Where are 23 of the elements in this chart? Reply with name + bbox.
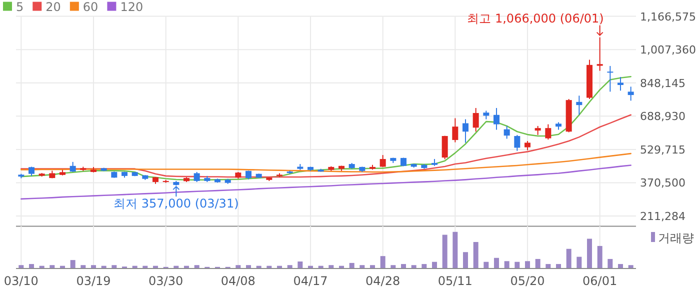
x-tick-label: 05/11	[438, 274, 472, 288]
y-tick-label: 1,166,575	[640, 10, 696, 24]
y-tick-label: 529,715	[640, 143, 686, 156]
legend-label: 20	[46, 0, 61, 14]
x-tick-label: 04/17	[293, 274, 328, 288]
y-tick-label: 370,500	[640, 176, 686, 190]
annotation: 최저 357,000 (03/31)	[114, 196, 239, 211]
x-tick-label: 04/28	[366, 274, 400, 288]
legend-label: 60	[82, 0, 98, 14]
annotation: 최고 1,066,000 (06/01)	[467, 11, 604, 26]
x-tick-label: 03/19	[76, 274, 111, 288]
x-tick-label: 05/20	[510, 274, 545, 288]
x-tick-label: 04/08	[220, 274, 256, 288]
y-tick-label: 1,007,360	[640, 44, 696, 57]
x-tick-label: 06/01	[582, 274, 618, 288]
y-tick-label: 211,284	[640, 210, 686, 224]
y-tick-label: 848,145	[640, 76, 686, 90]
legend-label: 거래량	[658, 231, 694, 245]
legend-label: 120	[120, 0, 144, 14]
y-tick-label: 688,930	[640, 110, 686, 124]
x-tick-label: 03/30	[148, 274, 184, 288]
x-tick-label: 03/10	[4, 274, 38, 288]
legend-label: 5	[16, 0, 24, 14]
